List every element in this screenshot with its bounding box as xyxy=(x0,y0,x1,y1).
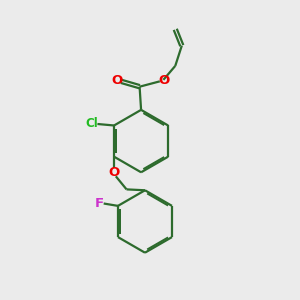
Text: O: O xyxy=(158,74,169,87)
Text: F: F xyxy=(95,197,104,210)
Text: O: O xyxy=(108,166,120,178)
Text: Cl: Cl xyxy=(85,118,98,130)
Text: O: O xyxy=(111,74,123,87)
